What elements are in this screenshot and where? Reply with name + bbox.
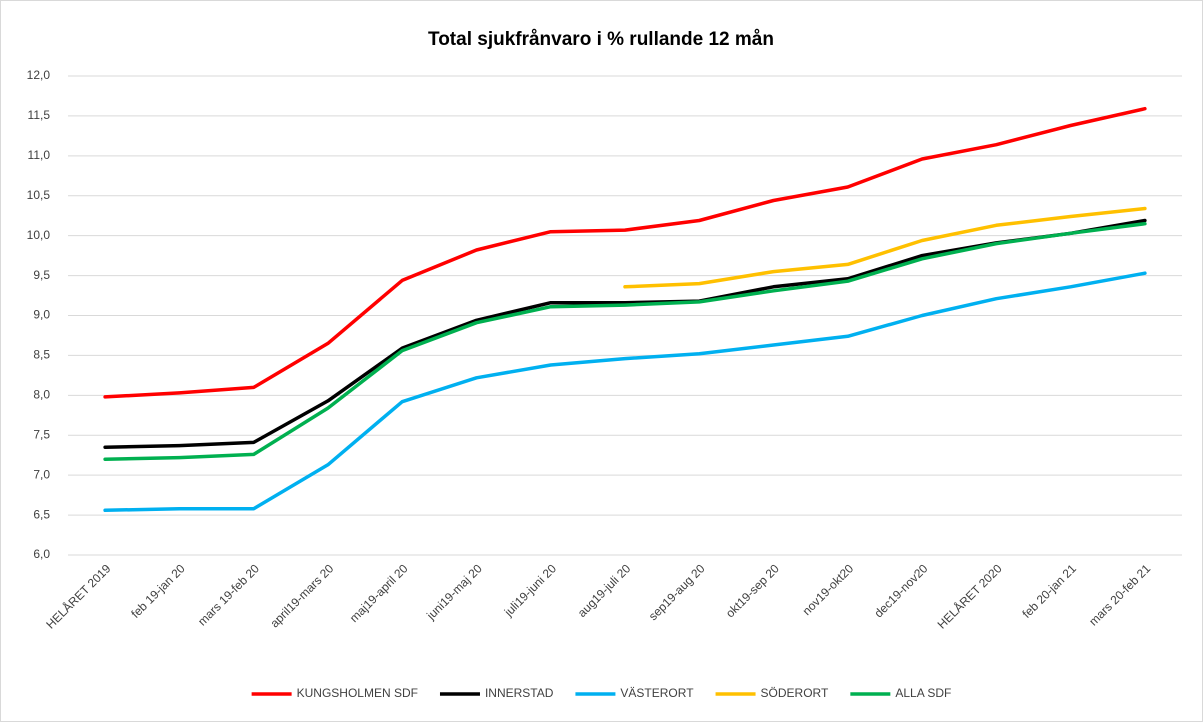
series-line — [623, 206, 1147, 289]
legend-label: INNERSTAD — [485, 686, 554, 700]
y-tick-label: 9,0 — [33, 308, 50, 322]
y-tick-label: 10,5 — [27, 188, 51, 202]
series-line — [103, 106, 1147, 399]
y-tick-label: 10,0 — [27, 228, 51, 242]
y-tick-label: 9,5 — [33, 268, 50, 282]
legend-label: VÄSTERORT — [620, 686, 694, 700]
y-tick-label: 7,0 — [33, 467, 50, 481]
series-line — [103, 221, 1147, 461]
y-tick-label: 8,5 — [33, 348, 50, 362]
y-tick-label: 11,0 — [28, 148, 51, 162]
legend-label: KUNGSHOLMEN SDF — [297, 686, 418, 700]
legend-label: ALLA SDF — [895, 686, 951, 700]
y-tick-label: 8,0 — [33, 388, 50, 402]
y-tick-label: 11,5 — [28, 108, 51, 122]
y-tick-label: 7,5 — [33, 427, 50, 441]
series-line — [103, 271, 1147, 513]
y-tick-label: 6,5 — [33, 507, 50, 521]
y-tick-label: 6,0 — [33, 547, 50, 561]
y-tick-label: 12,0 — [27, 68, 51, 82]
legend-label: SÖDERORT — [761, 686, 829, 700]
chart-title: Total sjukfrånvaro i % rullande 12 mån — [428, 29, 774, 50]
